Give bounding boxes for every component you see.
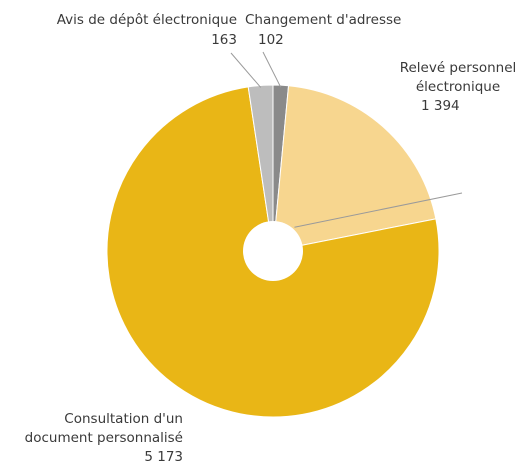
slice-label-consultation-name-2: document personnalisé	[25, 430, 183, 446]
slice-label-releve-name-2: électronique	[416, 79, 500, 95]
slice-label-avis-value: 163	[211, 32, 237, 48]
pie-slice-avis	[247, 84, 274, 252]
leader-line-avis	[230, 52, 262, 88]
leader-line-releve	[294, 192, 463, 228]
slice-label-consultation-value: 5 173	[144, 449, 183, 465]
leader-line-changement	[262, 51, 282, 88]
slice-label-releve-name-1: Relevé personnel	[400, 60, 517, 76]
slice-label-changement-name: Changement d'adresse	[245, 12, 401, 28]
slice-label-avis-name: Avis de dépôt électronique	[57, 12, 237, 28]
donut-hole	[243, 221, 303, 281]
slice-label-changement-value: 102	[258, 32, 284, 48]
slice-label-releve-value: 1 394	[421, 98, 460, 114]
leader-lines	[230, 51, 463, 228]
slice-label-consultation-name-1: Consultation d'un	[64, 411, 183, 427]
pie-slice-releve	[272, 85, 437, 252]
